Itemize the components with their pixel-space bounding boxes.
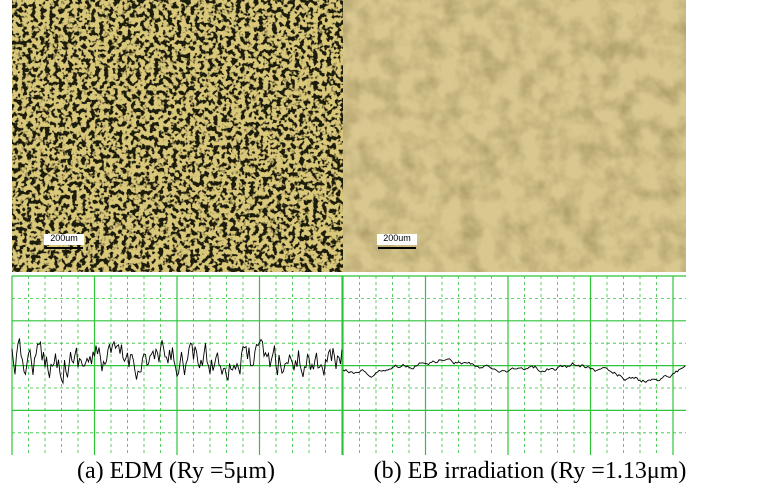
figure: 200um 200um (a) EDM (Ry =5μm) (b) EB irr… xyxy=(0,0,763,491)
profile-grids xyxy=(12,276,686,455)
profile-traces xyxy=(12,338,685,383)
caption: (a) EDM (Ry =5μm) xyxy=(77,458,275,484)
eb-micrograph xyxy=(343,0,686,272)
eb-profile xyxy=(343,359,685,383)
scale-label: 200um xyxy=(50,233,78,243)
caption: (b) EB irradiation (Ry =1.13μm) xyxy=(374,458,687,484)
edm-micrograph xyxy=(12,0,343,272)
scale-label: 200um xyxy=(383,233,411,243)
